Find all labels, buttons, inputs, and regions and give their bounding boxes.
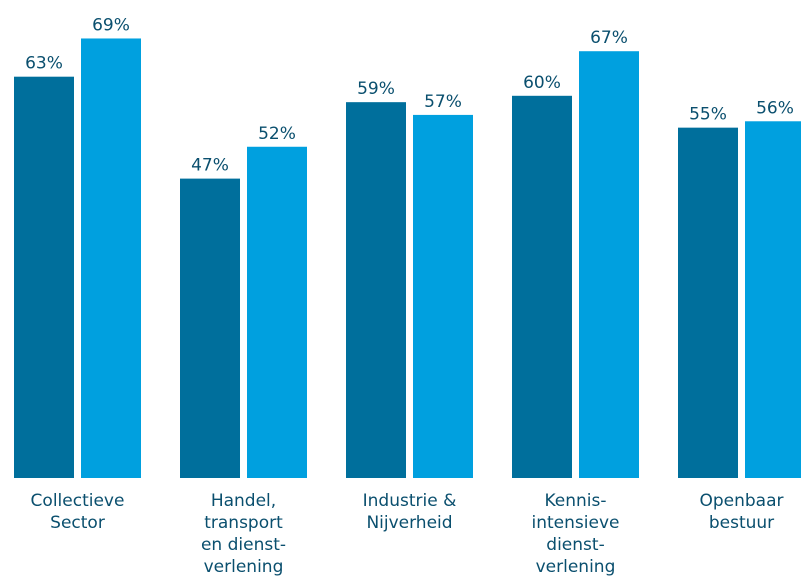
category-label-line: Handel, xyxy=(211,491,276,511)
category-label-0: Collectieve Sector xyxy=(31,491,125,533)
category-label-line: verlening xyxy=(536,557,616,577)
category-label-line: Sector xyxy=(50,513,105,533)
category-label-line: Kennis- xyxy=(544,491,606,511)
bar-2-series-1 xyxy=(413,114,473,478)
value-label-0-series-1: 69% xyxy=(92,15,130,35)
bar-1-series-1 xyxy=(247,146,307,478)
category-label-line: transport xyxy=(204,513,283,533)
category-label-line: bestuur xyxy=(709,513,774,533)
value-label-1-series-1: 52% xyxy=(258,124,296,144)
category-label-4: Openbaar bestuur xyxy=(699,491,783,533)
value-label-2-series-1: 57% xyxy=(424,92,462,112)
bar-3-series-0 xyxy=(512,95,572,479)
value-label-4-series-1: 56% xyxy=(756,98,794,118)
category-label-3: Kennis-intensieve dienst-verlening xyxy=(532,491,620,577)
bar-1-series-0 xyxy=(180,178,240,479)
value-label-1-series-0: 47% xyxy=(191,156,229,176)
value-label-3-series-0: 60% xyxy=(523,73,561,93)
bar-2-series-0 xyxy=(346,102,406,479)
bar-0-series-1 xyxy=(81,38,141,478)
category-label-line: verlening xyxy=(204,557,284,577)
category-label-line: Industrie & xyxy=(363,491,457,511)
category-label-line: Openbaar xyxy=(699,491,783,511)
category-label-line: intensieve xyxy=(532,513,620,533)
category-label-1: Handel, transport en dienst-verlening xyxy=(201,491,286,577)
category-labels-group: Collectieve Sector Handel, transport en dien… xyxy=(31,491,784,577)
category-label-line: Collectieve xyxy=(31,491,125,511)
value-label-0-series-0: 63% xyxy=(25,54,63,74)
value-label-2-series-0: 59% xyxy=(357,79,395,99)
category-label-line: Nijverheid xyxy=(366,513,452,533)
category-label-line: dienst- xyxy=(546,535,604,555)
bar-3-series-1 xyxy=(579,51,639,479)
bars-group xyxy=(14,38,801,479)
bar-0-series-0 xyxy=(14,76,74,478)
category-label-line: en dienst- xyxy=(201,535,286,555)
bar-4-series-0 xyxy=(678,127,738,479)
category-label-2: Industrie & Nijverheid xyxy=(363,491,457,533)
bar-4-series-1 xyxy=(745,121,801,478)
value-labels-group: 63% 69% 47% 52% 59% 57% 60% 67% 55% 56% xyxy=(25,15,794,175)
value-label-3-series-1: 67% xyxy=(590,28,628,48)
value-label-4-series-0: 55% xyxy=(689,105,727,125)
